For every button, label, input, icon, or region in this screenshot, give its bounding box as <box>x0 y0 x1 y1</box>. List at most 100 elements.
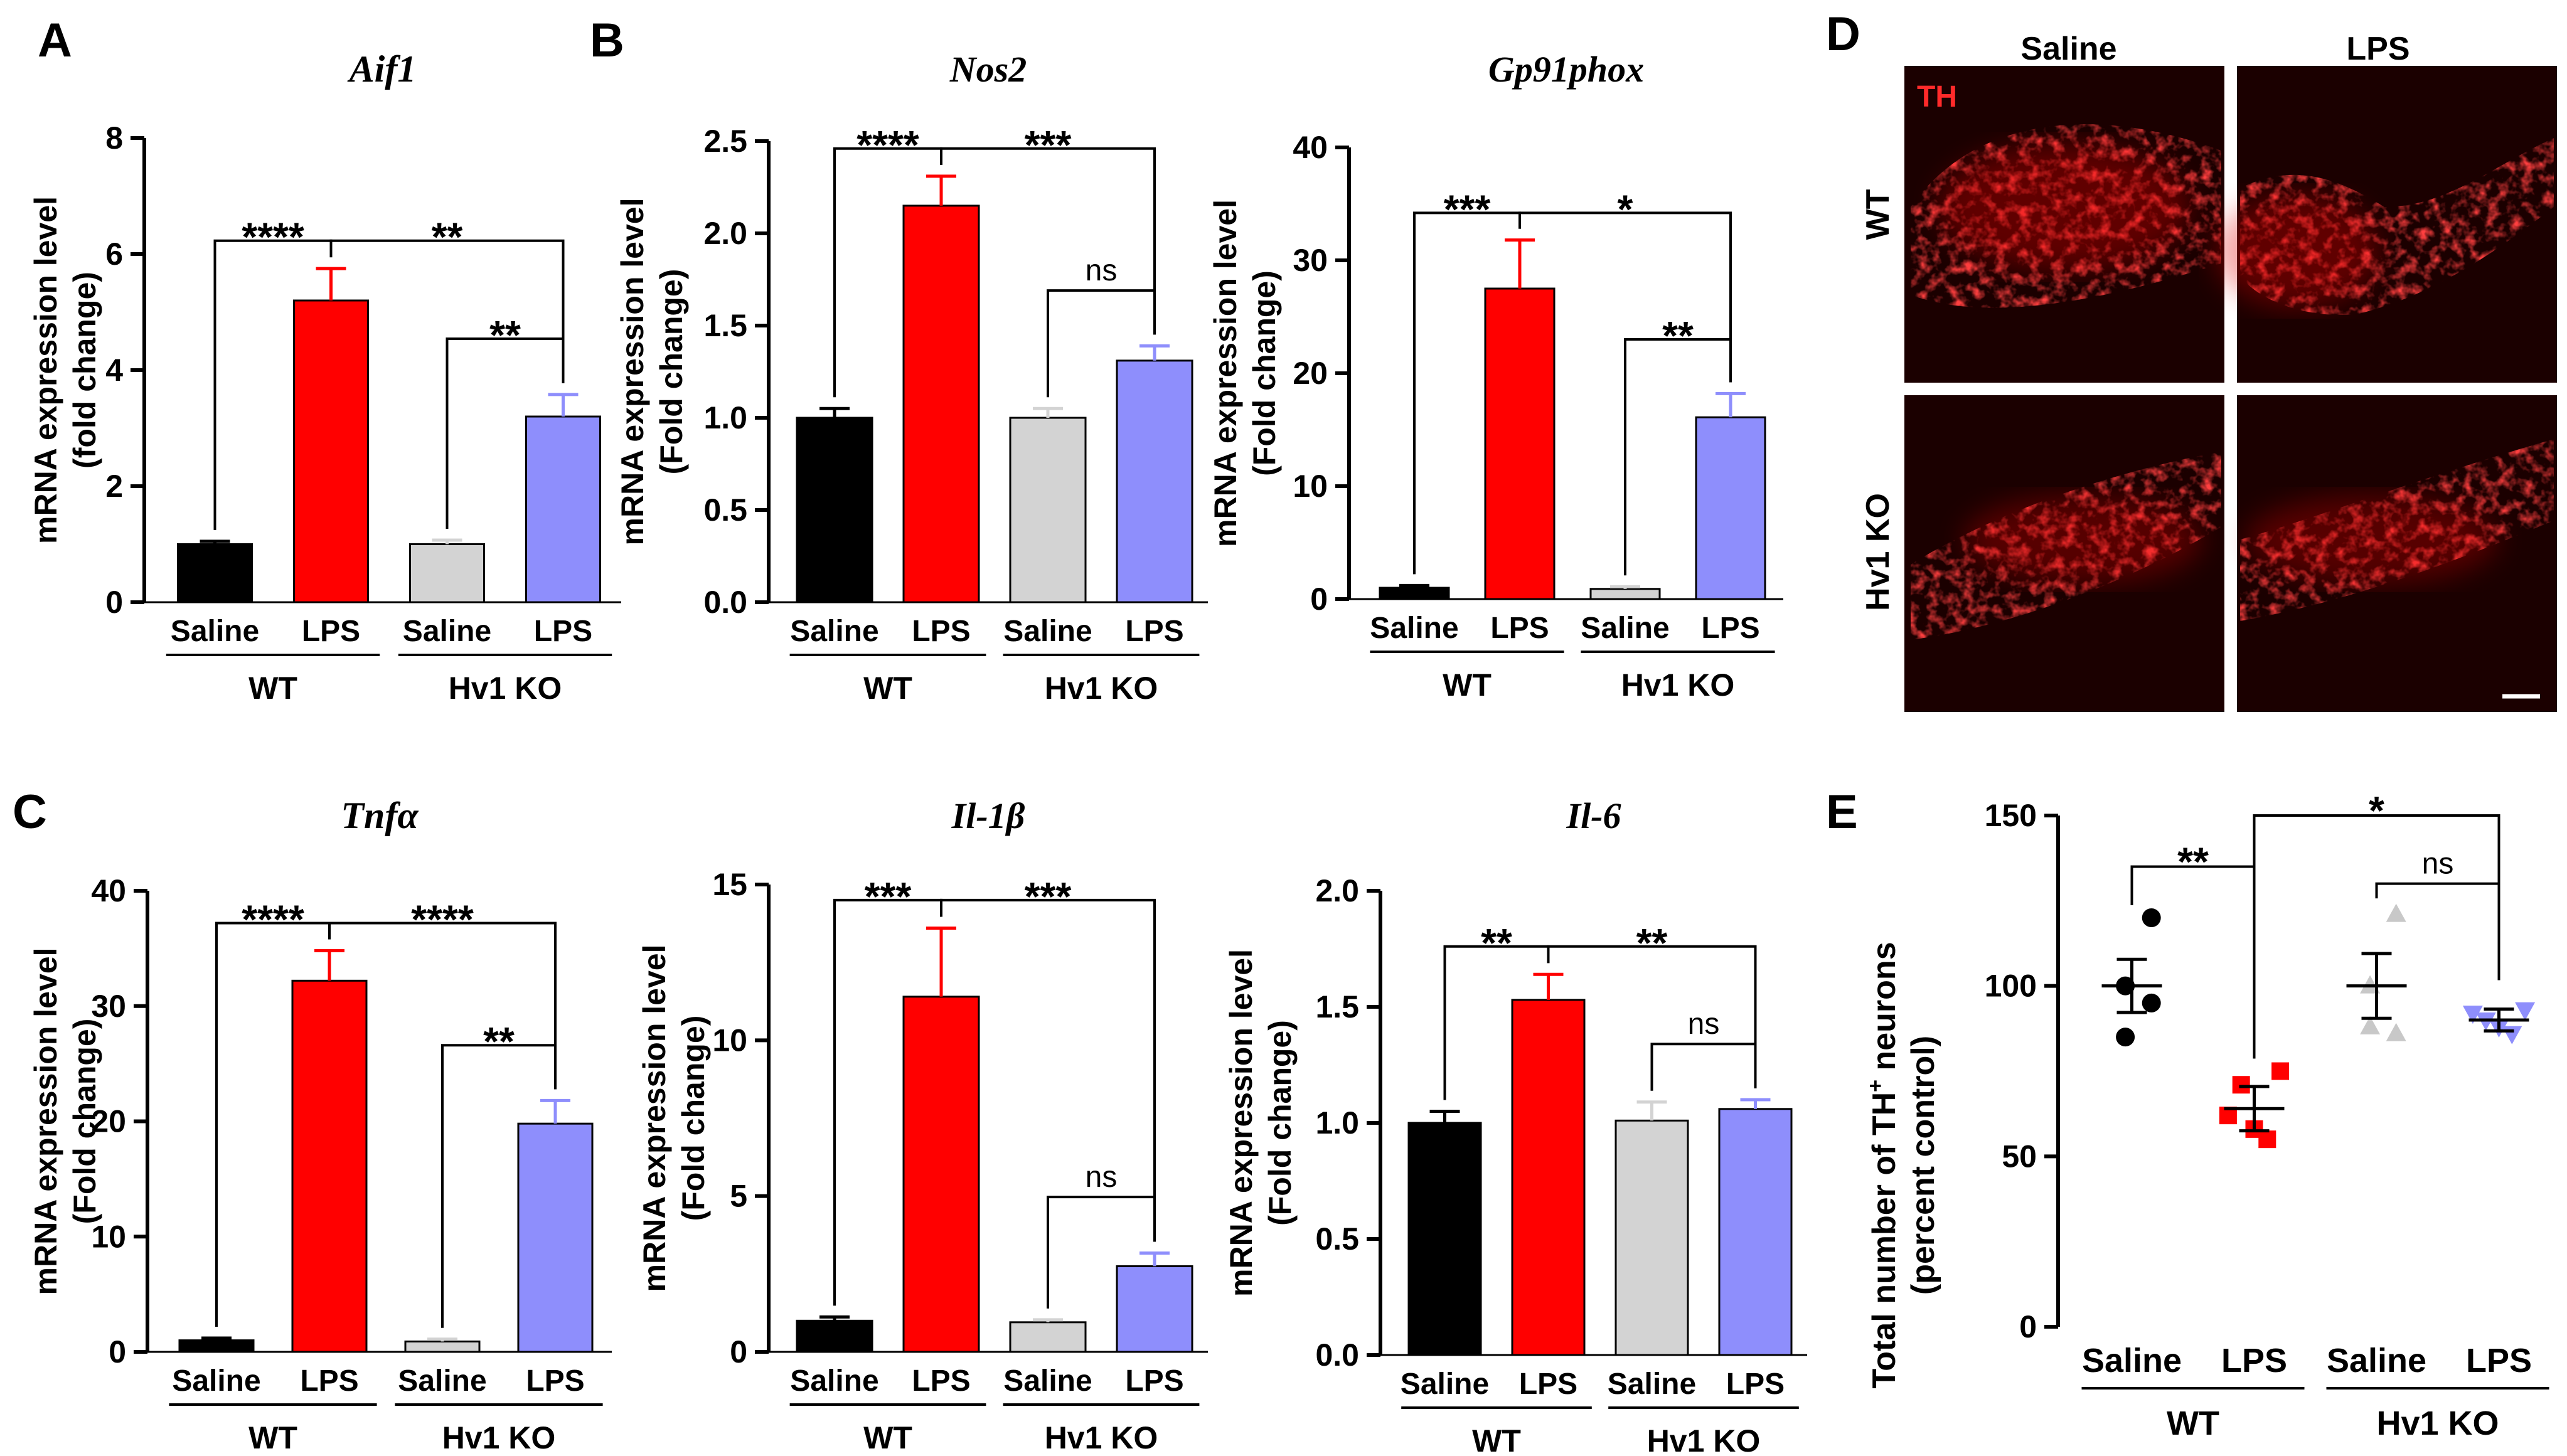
il6-bar <box>1511 999 1586 1356</box>
th-neurons-ylabel-line1: Total number of TH+ neurons <box>1864 942 1903 1388</box>
il1b-sig-label: ns <box>1086 1161 1118 1194</box>
nos2-sig-bracket <box>940 147 1156 335</box>
gp91phox-category-label: LPS <box>1701 612 1759 645</box>
gp91phox-y-tick-label: 40 <box>1293 130 1328 165</box>
micro-col-saline: Saline <box>2020 31 2116 67</box>
th-neurons-point <box>2258 1130 2276 1149</box>
th-neurons-category-label: Saline <box>2327 1342 2426 1379</box>
th-neurons-category-label: LPS <box>2466 1342 2532 1379</box>
aif1-sig-label: ** <box>432 215 463 260</box>
nos2-sig-label: **** <box>857 122 919 167</box>
tnfa-category-label: LPS <box>526 1364 584 1398</box>
il6-category-label: LPS <box>1726 1368 1785 1401</box>
tnfa-group-label: WT <box>248 1420 297 1455</box>
th-neurons-category-label: LPS <box>2221 1342 2287 1379</box>
nos2-y-tick-label: 1.0 <box>703 400 747 435</box>
il6-bar <box>1614 1119 1689 1356</box>
tnfa-y-tick-label: 0 <box>109 1334 126 1369</box>
micro-col-lps: LPS <box>2346 31 2410 67</box>
aif1-sig-label: **** <box>242 215 304 260</box>
gp91phox-sig-label: * <box>1618 186 1633 231</box>
nos2-category-label: Saline <box>1003 615 1092 648</box>
micrograph-hv1ko-saline <box>1904 395 2224 712</box>
micro-row-hv1ko: Hv1 KO <box>1860 493 1896 611</box>
il1b-sig-bracket <box>1047 1196 1156 1309</box>
th-neurons-y-tick-label: 50 <box>2002 1139 2037 1174</box>
nos2-y-tick-label: 0.0 <box>703 585 747 620</box>
panel-label-e: E <box>1826 785 1858 839</box>
nos2-y-tick-label: 2.5 <box>703 124 747 159</box>
il6-bar <box>1407 1122 1482 1356</box>
nos2-bar <box>1116 359 1193 603</box>
th-neurons-y-tick-label: 150 <box>1985 798 2037 833</box>
gp91phox-sig-label: ** <box>1662 313 1694 358</box>
il1b-category-label: Saline <box>1003 1364 1092 1398</box>
il6-sig-label: ns <box>1688 1007 1720 1041</box>
tnfa-group-label: Hv1 KO <box>442 1420 556 1455</box>
gp91phox-y-tick-label: 0 <box>1310 582 1328 617</box>
nos2-sig-label: ns <box>1086 254 1118 287</box>
il1b-category-label: Saline <box>790 1364 878 1398</box>
panel-label-b: B <box>590 14 624 67</box>
tnfa-bar <box>291 979 368 1353</box>
aif1-y-tick-label: 0 <box>105 585 123 620</box>
aif1-group-label: Hv1 KO <box>449 671 562 706</box>
th-neurons-point <box>2232 1076 2250 1094</box>
nos2-category-label: LPS <box>1125 615 1183 648</box>
aif1-category-label: LPS <box>534 615 592 648</box>
nos2-sig-label: *** <box>1025 122 1072 167</box>
th-neurons-ylabel-line2: (percent control) <box>1905 1036 1941 1295</box>
il6-group-label: Hv1 KO <box>1647 1423 1761 1456</box>
il6-bar <box>1718 1108 1793 1356</box>
nos2-group-label: Hv1 KO <box>1045 671 1158 706</box>
tnfa-y-tick-label: 10 <box>91 1219 126 1254</box>
aif1-category-label: Saline <box>403 615 491 648</box>
th-neurons-sig-label: * <box>2369 788 2384 833</box>
th-neurons-ylabel-part: Total number of TH <box>1866 1092 1903 1389</box>
aif1-bar <box>177 543 253 603</box>
gp91phox-bar <box>1695 416 1766 600</box>
th-neurons-point <box>2386 1023 2406 1041</box>
th-neurons-point <box>2502 1026 2522 1044</box>
aif1-y-tick-label: 2 <box>105 469 123 504</box>
gp91phox-category-label: Saline <box>1370 612 1458 645</box>
il6-sig-bracket <box>1650 1043 1757 1091</box>
il1b-bar <box>1116 1265 1193 1353</box>
il6-y-tick-label: 0.5 <box>1315 1221 1359 1257</box>
il6-sig-bracket <box>1547 945 1757 1088</box>
aif1-ylabel-line1: mRNA expression level <box>28 196 63 544</box>
aif1-sig-label: ** <box>489 312 521 358</box>
nos2-y-tick-label: 0.5 <box>703 492 747 528</box>
micro-stain-label: TH <box>1917 80 1957 114</box>
gp91phox-bar <box>1379 587 1450 600</box>
th-neurons-point <box>2386 903 2406 922</box>
nos2-sig-bracket <box>1047 289 1156 398</box>
aif1-category-label: Saline <box>171 615 259 648</box>
th-neurons-group-label: WT <box>2167 1405 2219 1442</box>
th-neurons-point <box>2142 908 2161 927</box>
nos2-category-label: LPS <box>912 615 970 648</box>
il1b-bar <box>796 1319 873 1353</box>
il1b-bar <box>1009 1321 1087 1353</box>
micrograph-wt-lps <box>2215 66 2557 383</box>
tnfa-y-tick-label: 40 <box>91 873 126 908</box>
tnfa-sig-bracket <box>441 1044 557 1328</box>
aif1-bar <box>525 415 601 603</box>
tnfa-bar <box>178 1339 255 1353</box>
il1b-ylabel-line2: (Fold change) <box>676 1016 711 1221</box>
tnfa-sig-label: ** <box>483 1019 515 1064</box>
tnfa-category-label: LPS <box>300 1364 358 1398</box>
gp91phox-bar <box>1484 287 1556 600</box>
aif1-y-tick-label: 4 <box>105 353 123 388</box>
il1b-sig-label: *** <box>1025 874 1072 919</box>
aif1-title: Aif1 <box>347 48 417 90</box>
il1b-y-tick-label: 5 <box>730 1179 747 1214</box>
il1b-y-tick-label: 15 <box>712 867 747 902</box>
il6-sig-label: ** <box>1636 920 1668 965</box>
th-neurons-point <box>2271 1062 2290 1080</box>
micro-row-wt: WT <box>1860 189 1896 240</box>
